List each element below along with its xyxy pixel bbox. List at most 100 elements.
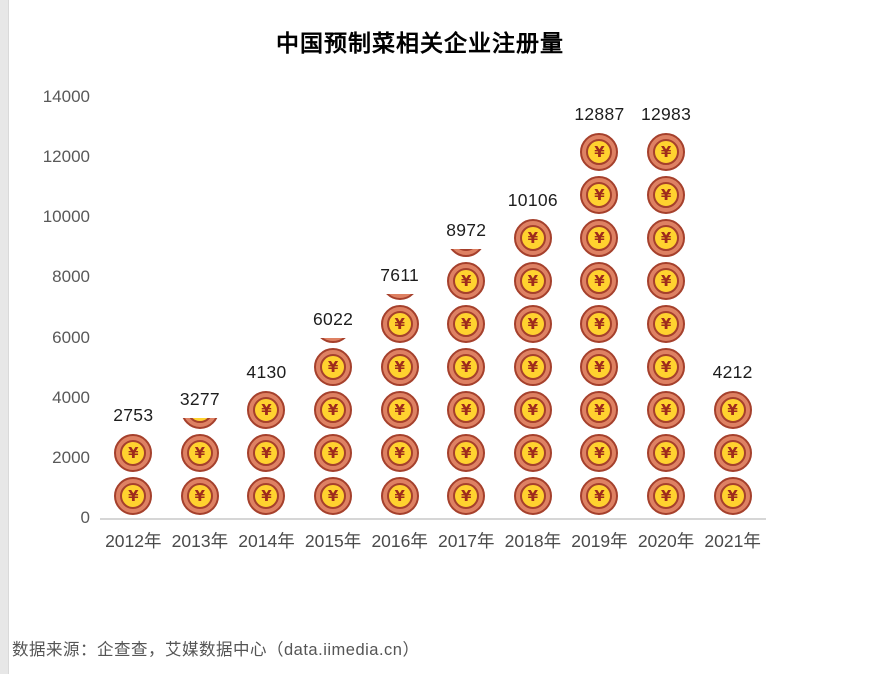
yuan-symbol-icon: ¥ — [594, 314, 605, 333]
coin-face: ¥ — [253, 397, 280, 423]
x-axis-line — [100, 518, 766, 520]
source-note: 数据来源：企查查，艾媒数据中心（data.iimedia.cn） — [12, 641, 420, 659]
coin-icon: ¥ — [447, 249, 486, 257]
x-tick-label: 2013年 — [171, 531, 229, 551]
yuan-symbol-icon: ¥ — [527, 443, 539, 462]
coin-face: ¥ — [519, 397, 546, 423]
coin-icon: ¥ — [647, 219, 686, 257]
coin-face: ¥ — [519, 440, 546, 466]
coin-face: ¥ — [120, 483, 147, 509]
coin-icon: ¥ — [647, 305, 686, 343]
coin-face: ¥ — [386, 397, 413, 423]
coin-face: ¥ — [719, 440, 746, 466]
coin-icon: ¥ — [647, 348, 686, 386]
coin-icon: ¥ — [647, 391, 686, 429]
yuan-symbol-icon: ¥ — [660, 357, 672, 376]
coin-icon: ¥ — [114, 477, 153, 515]
coin-icon: ¥ — [114, 434, 153, 472]
coin-face: ¥ — [320, 440, 347, 466]
chart-title: 中国预制菜相关企业注册量 — [276, 30, 564, 56]
yuan-symbol-icon: ¥ — [660, 185, 672, 204]
coin-face: ¥ — [586, 268, 613, 294]
yuan-symbol-icon: ¥ — [394, 486, 405, 505]
coin-face: ¥ — [653, 483, 680, 509]
bar-column-2019年: 12887 ¥ ¥ ¥ ¥ ¥ ¥ ¥ ¥ ¥ — [566, 97, 633, 518]
coin-icon: ¥ — [713, 477, 752, 515]
y-tick-label: 2000 — [52, 447, 90, 467]
coin-face: ¥ — [186, 483, 213, 509]
coin-icon: ¥ — [180, 434, 219, 472]
coin-icon: ¥ — [314, 391, 353, 429]
yuan-symbol-icon: ¥ — [394, 443, 405, 462]
x-tick-label: 2018年 — [504, 531, 562, 551]
coin-face: ¥ — [386, 483, 413, 509]
yuan-symbol-icon: ¥ — [261, 486, 272, 505]
yuan-symbol-icon: ¥ — [461, 314, 472, 333]
coin-icon: ¥ — [713, 391, 752, 429]
coin-face: ¥ — [453, 440, 480, 466]
x-tick-label: 2015年 — [304, 531, 362, 551]
yuan-symbol-icon: ¥ — [594, 142, 605, 161]
coin-icon: ¥ — [580, 348, 619, 386]
yuan-symbol-icon: ¥ — [527, 314, 539, 333]
coin-face: ¥ — [320, 354, 347, 380]
coin-icon: ¥ — [314, 338, 353, 343]
coin-icon: ¥ — [647, 133, 686, 171]
coin-icon: ¥ — [380, 391, 419, 429]
partial-coin-icon: ¥ — [447, 249, 486, 257]
yuan-symbol-icon: ¥ — [660, 271, 672, 290]
coin-face: ¥ — [586, 182, 613, 208]
yuan-symbol-icon: ¥ — [527, 357, 539, 376]
coin-icon: ¥ — [580, 176, 619, 214]
y-tick-label: 8000 — [52, 267, 90, 287]
yuan-symbol-icon: ¥ — [327, 357, 339, 376]
value-label: 12983 — [640, 104, 692, 124]
bar-column-2018年: 10106 ¥ ¥ ¥ ¥ ¥ ¥ ¥ — [500, 97, 567, 518]
y-tick-label: 12000 — [42, 147, 90, 167]
coin-icon: ¥ — [580, 391, 619, 429]
coin-icon: ¥ — [447, 348, 486, 386]
yuan-symbol-icon: ¥ — [660, 400, 672, 419]
value-label: 6022 — [313, 309, 354, 329]
yuan-symbol-icon: ¥ — [327, 443, 339, 462]
value-label: 2753 — [113, 405, 154, 425]
coin-icon: ¥ — [513, 305, 552, 343]
bar-column-2015年: 6022 ¥ ¥ ¥ ¥ ¥ — [300, 97, 367, 518]
coin-icon: ¥ — [713, 434, 752, 472]
yuan-symbol-icon: ¥ — [327, 486, 339, 505]
yuan-symbol-icon: ¥ — [194, 443, 206, 462]
coin-face: ¥ — [653, 440, 680, 466]
value-label: 7611 — [380, 265, 420, 285]
coin-face: ¥ — [120, 440, 147, 466]
yuan-symbol-icon: ¥ — [461, 357, 472, 376]
plot-area: 2753 ¥ ¥3277 ¥ ¥ ¥4130 ¥ ¥ ¥6022 ¥ ¥ ¥ ¥ ¥7611 ¥ ¥ ¥ ¥ ¥ ¥8… — [100, 97, 766, 518]
coin-face: ¥ — [519, 268, 546, 294]
coin-icon: ¥ — [580, 219, 619, 257]
yuan-symbol-icon: ¥ — [128, 486, 139, 505]
value-label: 4130 — [246, 362, 287, 382]
value-label: 8972 — [446, 220, 487, 240]
yuan-symbol-icon: ¥ — [261, 400, 272, 419]
coin-icon: ¥ — [180, 418, 219, 429]
x-tick-label: 2017年 — [438, 531, 495, 551]
x-tick-label: 2012年 — [105, 531, 162, 551]
coin-icon: ¥ — [247, 434, 286, 472]
coin-face: ¥ — [519, 354, 546, 380]
coin-icon: ¥ — [314, 434, 353, 472]
coin-face: ¥ — [186, 440, 213, 466]
coin-icon: ¥ — [380, 294, 419, 300]
coin-face: ¥ — [653, 182, 680, 208]
coin-face: ¥ — [719, 483, 746, 509]
coin-icon: ¥ — [513, 219, 552, 257]
page-edge-strip — [0, 0, 9, 674]
coin-face: ¥ — [653, 397, 680, 423]
coin-icon: ¥ — [513, 391, 552, 429]
coin-icon: ¥ — [380, 477, 419, 515]
coin-face: ¥ — [320, 483, 347, 509]
coin-face: ¥ — [453, 354, 480, 380]
coin-face: ¥ — [453, 397, 480, 423]
coin-icon: ¥ — [180, 477, 219, 515]
coin-icon: ¥ — [380, 434, 419, 472]
yuan-symbol-icon: ¥ — [660, 228, 672, 247]
coin-face: ¥ — [719, 397, 746, 423]
